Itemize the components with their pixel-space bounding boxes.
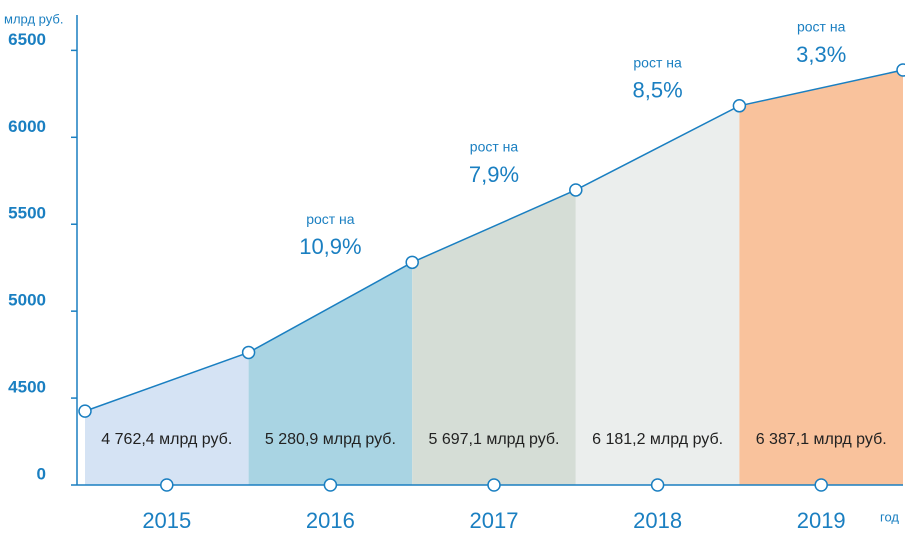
point	[78, 404, 92, 418]
value-label: 6 181,2 млрд руб.	[592, 431, 723, 448]
value-label: 5 697,1 млрд руб.	[429, 431, 560, 448]
growth-label: рост на	[306, 211, 355, 227]
growth-value: 8,5%	[633, 78, 683, 103]
y-tick-label: 4500	[8, 378, 46, 397]
area-segment	[412, 189, 576, 485]
x-tick-label: 2018	[633, 508, 682, 533]
x-axis-marker	[323, 478, 338, 492]
area-segment	[739, 70, 903, 486]
x-tick-label: 2016	[306, 508, 355, 533]
x-axis-label: год	[880, 509, 899, 524]
x-axis-marker	[160, 478, 174, 492]
x-tick-label: 2017	[470, 508, 519, 533]
growth-value: 7,9%	[469, 162, 519, 187]
x-axis-marker	[650, 478, 665, 492]
point	[241, 345, 256, 360]
value-label: 6 387,1 млрд руб.	[756, 431, 887, 448]
growth-label: рост на	[797, 19, 846, 35]
growth-label: рост на	[470, 139, 519, 155]
x-tick-label: 2019	[797, 508, 846, 533]
area-segment	[248, 262, 413, 485]
point	[405, 255, 419, 270]
y-tick-label: 5500	[8, 204, 46, 223]
x-tick-label: 2015	[142, 508, 191, 533]
value-label: 5 280,9 млрд руб.	[265, 431, 396, 448]
point	[569, 183, 583, 197]
growth-value: 10,9%	[299, 234, 361, 259]
x-axis-marker	[487, 478, 501, 492]
y-tick-label: 5000	[8, 291, 46, 310]
area-segment	[85, 352, 249, 485]
line	[84, 69, 904, 412]
y-axis-label: млрд руб.	[4, 11, 63, 26]
y-tick-label: 0	[37, 464, 46, 483]
area-segment	[575, 105, 740, 486]
value-label: 4 762,4 млрд руб.	[101, 431, 232, 448]
x-axis-marker	[814, 478, 828, 492]
y-tick-label: 6000	[8, 117, 46, 136]
growth-value: 3,3%	[796, 42, 846, 67]
point	[896, 63, 905, 77]
point	[732, 99, 747, 113]
growth-label: рост на	[633, 55, 682, 71]
y-tick-label: 6500	[8, 30, 46, 49]
